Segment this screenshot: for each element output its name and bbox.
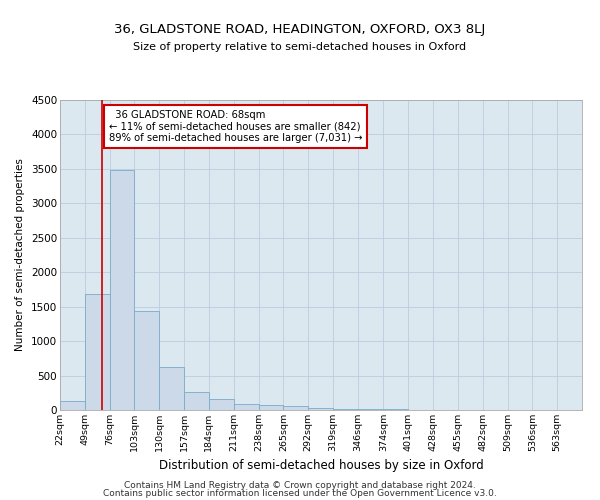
Text: Size of property relative to semi-detached houses in Oxford: Size of property relative to semi-detach…	[133, 42, 467, 52]
Bar	[60, 401, 85, 410]
Text: Contains public sector information licensed under the Open Government Licence v3: Contains public sector information licen…	[103, 489, 497, 498]
Bar	[233, 404, 259, 410]
Text: 36 GLADSTONE ROAD: 68sqm
← 11% of semi-detached houses are smaller (842)
89% of : 36 GLADSTONE ROAD: 68sqm ← 11% of semi-d…	[109, 110, 362, 143]
Bar	[110, 170, 134, 410]
X-axis label: Distribution of semi-detached houses by size in Oxford: Distribution of semi-detached houses by …	[158, 460, 484, 472]
Bar	[358, 409, 383, 410]
Y-axis label: Number of semi-detached properties: Number of semi-detached properties	[16, 158, 25, 352]
Bar	[259, 406, 283, 410]
Bar	[333, 409, 358, 410]
Text: 36, GLADSTONE ROAD, HEADINGTON, OXFORD, OX3 8LJ: 36, GLADSTONE ROAD, HEADINGTON, OXFORD, …	[115, 22, 485, 36]
Bar	[308, 408, 333, 410]
Bar	[85, 294, 110, 410]
Bar	[184, 392, 209, 410]
Text: Contains HM Land Registry data © Crown copyright and database right 2024.: Contains HM Land Registry data © Crown c…	[124, 480, 476, 490]
Bar	[159, 368, 184, 410]
Bar	[134, 312, 159, 410]
Bar	[283, 406, 308, 410]
Bar	[209, 400, 233, 410]
